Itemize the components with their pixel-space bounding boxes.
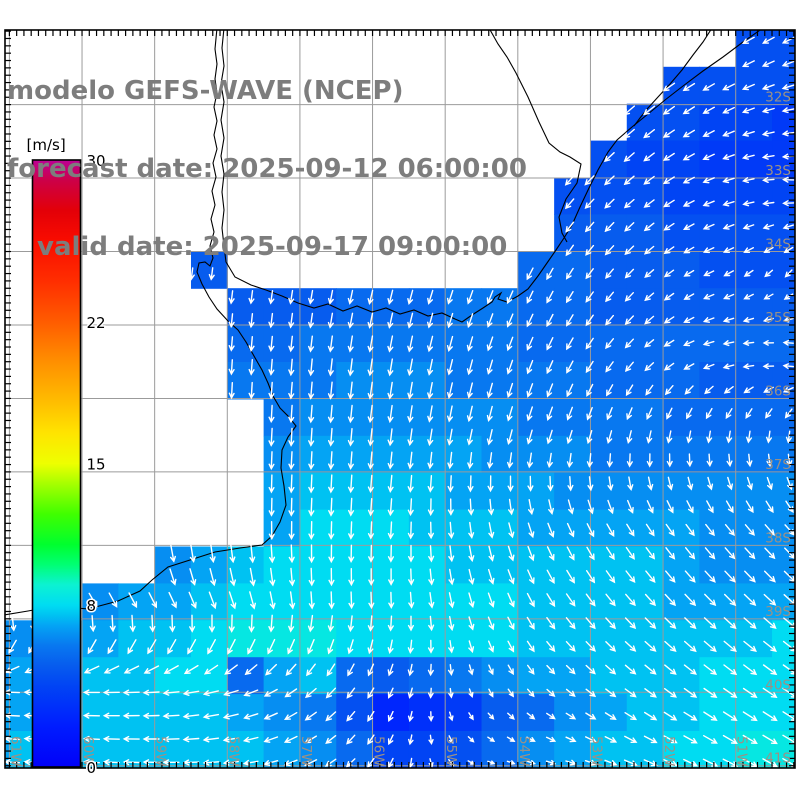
latitude-label: 33S	[765, 163, 791, 179]
longitude-label: 59W	[153, 736, 169, 767]
border-path	[489, 30, 582, 243]
wind-arrow-glyphs	[5, 36, 795, 768]
latitude-label: 40S	[765, 677, 791, 693]
colorbar-gradient-bar	[31, 159, 82, 768]
colorbar: [m/s] 30 22 15 8 0	[27, 136, 108, 779]
latitude-label: 39S	[765, 604, 791, 620]
latitude-label: 37S	[765, 457, 791, 473]
wind-arrows-layer	[5, 36, 795, 768]
longitude-labels: 61W 60W 59W 58W 57W 56W 55W 54W 53W 52W 51W	[7, 736, 749, 767]
forecast-date: forecast date: 2025-09-12 06:00:00	[7, 154, 527, 184]
colorbar-tick-label: 15	[87, 456, 106, 474]
latitude-labels: 32S 33S 34S 35S 36S 37S 38S 39S 40S 41S	[765, 90, 791, 767]
model-title: modelo GEFS-WAVE (NCEP)	[7, 76, 404, 106]
title-block: modelo GEFS-WAVE (NCEP) forecast date: 2…	[7, 26, 527, 312]
latitude-label: 38S	[765, 530, 791, 546]
coastline-path	[220, 30, 762, 323]
latitude-label: 34S	[765, 237, 791, 253]
latitude-label: 35S	[765, 310, 791, 326]
longitude-label: 53W	[588, 736, 604, 767]
longitude-label: 58W	[225, 736, 241, 767]
longitude-label: 55W	[443, 736, 459, 767]
longitude-label: 61W	[7, 736, 23, 767]
axis-tick-marks	[5, 30, 795, 768]
coastline-path	[5, 30, 297, 616]
colorbar-tick-label: 30	[87, 152, 106, 170]
valid-date: valid date: 2025-09-17 09:00:00	[37, 232, 508, 262]
colorbar-tick-label: 8	[87, 597, 97, 615]
border-path	[633, 30, 712, 127]
colorbar-tick-label: 0	[87, 759, 97, 777]
latitude-label: 36S	[765, 383, 791, 399]
longitude-label: 52W	[661, 736, 677, 767]
latitude-label: 41S	[765, 751, 791, 767]
longitude-label: 56W	[371, 736, 387, 767]
coastline-layer	[5, 30, 762, 616]
colorbar-tick-label: 22	[87, 314, 106, 332]
longitude-label: 60W	[80, 736, 96, 767]
longitude-label: 54W	[516, 736, 532, 767]
longitude-label: 51W	[734, 736, 750, 767]
colorbar-unit-label: [m/s]	[27, 136, 66, 154]
map-frame	[4, 29, 796, 769]
latitude-label: 32S	[765, 90, 791, 106]
longitude-label: 57W	[298, 736, 314, 767]
